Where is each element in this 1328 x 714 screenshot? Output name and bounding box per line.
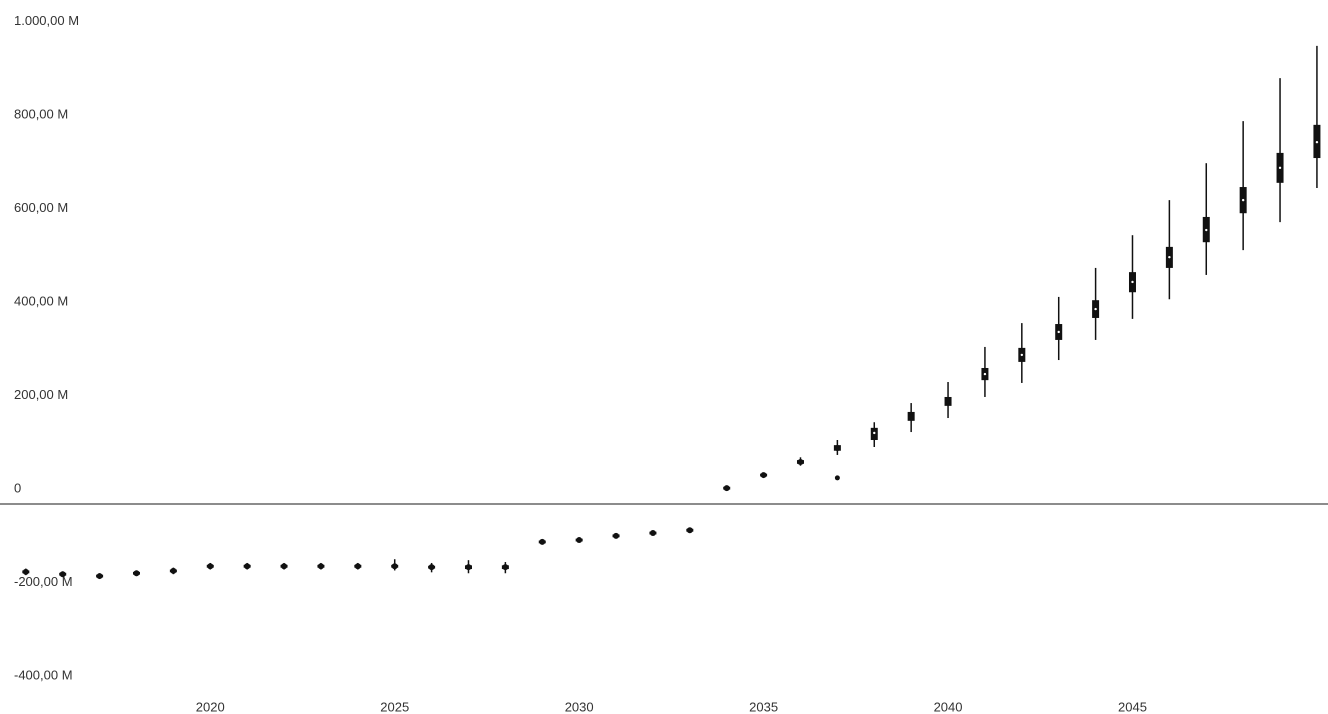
median: [354, 563, 361, 570]
median: [1205, 228, 1208, 232]
median: [244, 563, 251, 570]
y-tick-label: 0: [14, 480, 21, 495]
median: [834, 444, 841, 451]
median: [797, 458, 804, 465]
median: [96, 573, 103, 580]
median: [133, 570, 140, 577]
median: [502, 564, 509, 571]
median: [1241, 198, 1245, 202]
x-tick-label: 2035: [749, 699, 778, 714]
median: [170, 567, 177, 574]
median: [317, 563, 324, 570]
median: [428, 564, 435, 571]
median: [1131, 280, 1134, 284]
median: [1278, 166, 1282, 170]
y-tick-label: 200,00 M: [14, 387, 68, 402]
median: [281, 563, 288, 570]
median: [59, 571, 66, 578]
median: [908, 414, 915, 421]
y-tick-label: 400,00 M: [14, 293, 68, 308]
y-tick-label: 800,00 M: [14, 106, 68, 121]
median: [207, 563, 214, 570]
median: [613, 532, 620, 539]
median: [873, 431, 876, 435]
median: [983, 372, 987, 376]
median: [1020, 353, 1024, 357]
y-tick-label: 1.000,00 M: [14, 13, 79, 28]
y-tick-label: 600,00 M: [14, 200, 68, 215]
x-tick-label: 2030: [565, 699, 594, 714]
median: [686, 527, 693, 534]
median: [576, 537, 583, 544]
x-tick-label: 2040: [934, 699, 963, 714]
x-tick-label: 2045: [1118, 699, 1147, 714]
x-tick-label: 2020: [196, 699, 225, 714]
median: [649, 530, 656, 537]
median: [22, 568, 29, 575]
median: [1094, 307, 1097, 311]
median: [391, 563, 398, 570]
median: [465, 564, 472, 571]
median: [723, 485, 730, 492]
median: [539, 538, 546, 545]
y-tick-label: -200,00 M: [14, 574, 73, 589]
x-tick-label: 2025: [380, 699, 409, 714]
median: [1168, 255, 1171, 259]
outlier: [834, 475, 840, 481]
median: [1057, 330, 1060, 334]
median: [760, 472, 767, 479]
median: [945, 398, 952, 405]
median: [1315, 140, 1319, 144]
y-tick-label: -400,00 M: [14, 668, 73, 683]
